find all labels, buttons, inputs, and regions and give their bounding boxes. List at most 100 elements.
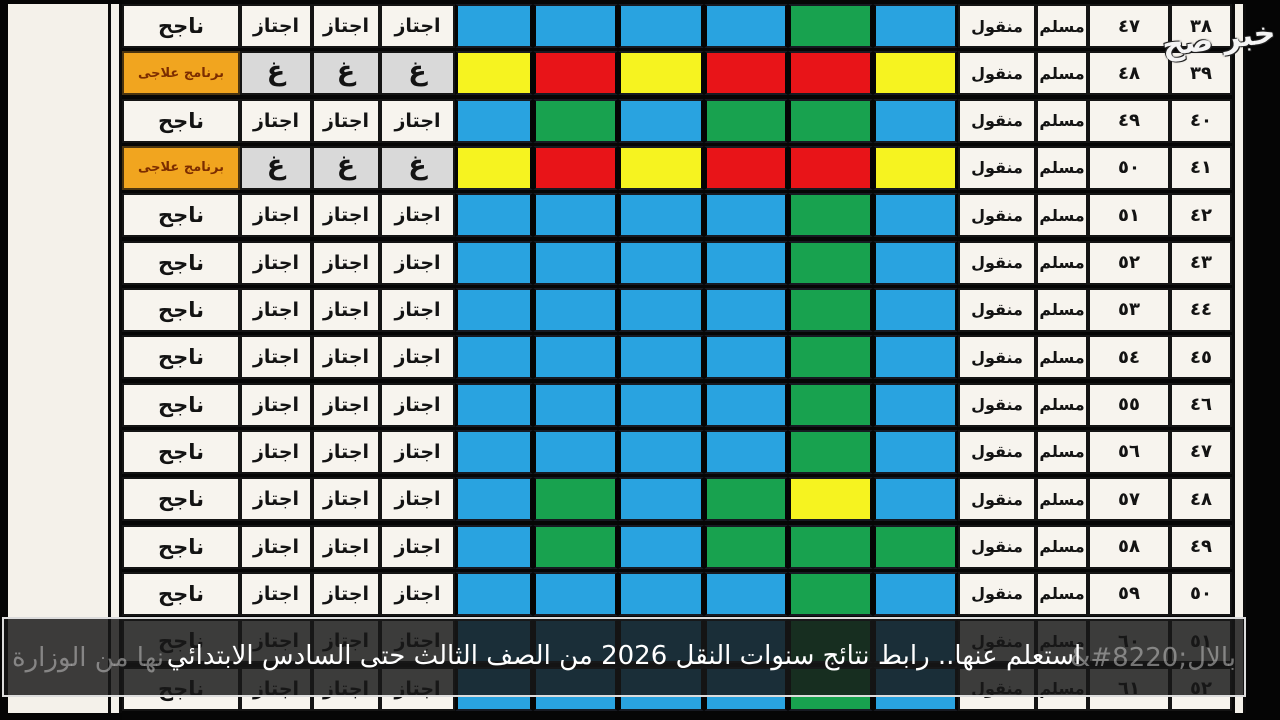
seat-number-cell: ٥٥	[1088, 382, 1170, 427]
serial-number-cell: ٤١	[1170, 145, 1232, 190]
subject-grade-cell-blue	[455, 524, 533, 569]
grades-table: ناجح اجتاز اجتاز اجتاز منقول مسلم ٤٧ ٣٨ برنامج ع…	[122, 0, 1232, 720]
subject-pass-cell: اجتاز	[380, 98, 455, 143]
result-cell-success: ناجح	[122, 287, 240, 332]
religion-cell: مسلم	[1036, 51, 1088, 96]
student-row: ناجح اجتاز اجتاز اجتاز منقول مسلم ٥١ ٤٢	[122, 193, 1232, 238]
subject-grade-cell-blue	[873, 193, 958, 238]
subject-grade-cell-blue	[455, 382, 533, 427]
subject-pass-cell: اجتاز	[240, 4, 312, 48]
subject-grade-cell-blue	[618, 335, 704, 380]
religion-cell: مسلم	[1036, 477, 1088, 522]
religion-cell: مسلم	[1036, 98, 1088, 143]
seat-number-cell: ٥٦	[1088, 429, 1170, 474]
serial-number-cell: ٤٦	[1170, 382, 1232, 427]
student-row: ناجح اجتاز اجتاز اجتاز منقول مسلم ٥٢ ٤٣	[122, 240, 1232, 285]
subject-grade-cell-blue	[873, 571, 958, 616]
seat-number-cell: ٤٨	[1088, 51, 1170, 96]
subject-grade-cell-blue	[533, 335, 618, 380]
subject-grade-cell-blue	[873, 335, 958, 380]
subject-pass-cell: اجتاز	[380, 4, 455, 48]
subject-grade-cell-blue	[704, 571, 788, 616]
subject-grade-cell-red	[533, 145, 618, 190]
subject-grade-cell-green	[788, 429, 873, 474]
result-cell-remedial: برنامج علاجى	[122, 145, 240, 190]
subject-grade-cell-blue	[704, 287, 788, 332]
subject-grade-cell-blue	[704, 193, 788, 238]
caption-ghost-right: &#8220;بالال	[1070, 643, 1236, 673]
transfer-status-cell: منقول	[958, 335, 1036, 380]
subject-grade-cell-blue	[455, 193, 533, 238]
serial-number-cell: ٤٢	[1170, 193, 1232, 238]
subject-grade-cell-green	[704, 477, 788, 522]
subject-grade-cell-blue	[873, 429, 958, 474]
student-row: برنامج علاجى غ غ غ منقول مسلم ٥٠ ٤١	[122, 145, 1232, 190]
student-row: ناجح اجتاز اجتاز اجتاز منقول مسلم ٥٧ ٤٨	[122, 477, 1232, 522]
transfer-status-cell: منقول	[958, 524, 1036, 569]
subject-grade-cell-blue	[873, 240, 958, 285]
subject-pass-cell: اجتاز	[312, 98, 380, 143]
subject-grade-cell-green	[704, 98, 788, 143]
subject-grade-cell-blue	[873, 4, 958, 48]
subject-grade-cell-blue	[618, 477, 704, 522]
subject-pass-cell: غ	[380, 51, 455, 96]
serial-number-cell: ٥٠	[1170, 571, 1232, 616]
subject-grade-cell-blue	[533, 4, 618, 48]
subject-grade-cell-yellow	[455, 51, 533, 96]
transfer-status-cell: منقول	[958, 51, 1036, 96]
subject-grade-cell-blue	[618, 571, 704, 616]
seat-number-cell: ٤٩	[1088, 98, 1170, 143]
caption-title: استعلم عنها.. رابط نتائج سنوات النقل 202…	[166, 641, 1082, 671]
transfer-status-cell: منقول	[958, 240, 1036, 285]
result-cell-success: ناجح	[122, 335, 240, 380]
transfer-status-cell: منقول	[958, 477, 1036, 522]
subject-grade-cell-blue	[618, 429, 704, 474]
subject-grade-cell-blue	[704, 382, 788, 427]
subject-grade-cell-green	[788, 193, 873, 238]
caption-ghost-left: نها من الوزارة	[12, 643, 164, 673]
result-cell-success: ناجح	[122, 240, 240, 285]
subject-grade-cell-green	[788, 382, 873, 427]
religion-cell: مسلم	[1036, 145, 1088, 190]
subject-grade-cell-blue	[455, 429, 533, 474]
subject-grade-cell-blue	[533, 287, 618, 332]
subject-grade-cell-green	[704, 524, 788, 569]
subject-grade-cell-blue	[618, 382, 704, 427]
subject-pass-cell: اجتاز	[240, 193, 312, 238]
subject-grade-cell-green	[788, 240, 873, 285]
religion-cell: مسلم	[1036, 429, 1088, 474]
subject-pass-cell: اجتاز	[312, 429, 380, 474]
serial-number-cell: ٤٥	[1170, 335, 1232, 380]
serial-number-cell: ٣٨	[1170, 4, 1232, 48]
subject-grade-cell-blue	[455, 98, 533, 143]
serial-number-cell: ٤٨	[1170, 477, 1232, 522]
seat-number-cell: ٥٢	[1088, 240, 1170, 285]
transfer-status-cell: منقول	[958, 382, 1036, 427]
student-row: ناجح اجتاز اجتاز اجتاز منقول مسلم ٥٩ ٥٠	[122, 571, 1232, 616]
subject-pass-cell: اجتاز	[312, 4, 380, 48]
student-row: ناجح اجتاز اجتاز اجتاز منقول مسلم ٥٤ ٤٥	[122, 335, 1232, 380]
serial-number-cell: ٤٤	[1170, 287, 1232, 332]
subject-grade-cell-blue	[873, 98, 958, 143]
result-cell-success: ناجح	[122, 382, 240, 427]
result-cell-success: ناجح	[122, 429, 240, 474]
subject-grade-cell-blue	[533, 193, 618, 238]
student-row: ناجح اجتاز اجتاز اجتاز منقول مسلم ٥٥ ٤٦	[122, 382, 1232, 427]
caption-ghost-text: نها من الوزارة &#8220;بالال	[12, 643, 1236, 673]
subject-pass-cell: اجتاز	[240, 240, 312, 285]
subject-pass-cell: غ	[240, 51, 312, 96]
subject-grade-cell-blue	[873, 287, 958, 332]
subject-pass-cell: اجتاز	[240, 335, 312, 380]
seat-number-cell: ٥٩	[1088, 571, 1170, 616]
subject-grade-cell-blue	[618, 193, 704, 238]
subject-grade-cell-yellow	[618, 51, 704, 96]
subject-pass-cell: غ	[380, 145, 455, 190]
subject-grade-cell-blue	[455, 287, 533, 332]
subject-grade-cell-blue	[618, 240, 704, 285]
subject-pass-cell: اجتاز	[240, 429, 312, 474]
subject-grade-cell-green	[788, 571, 873, 616]
subject-pass-cell: اجتاز	[380, 193, 455, 238]
subject-grade-cell-blue	[533, 571, 618, 616]
subject-grade-cell-blue	[704, 335, 788, 380]
result-cell-remedial: برنامج علاجى	[122, 51, 240, 96]
